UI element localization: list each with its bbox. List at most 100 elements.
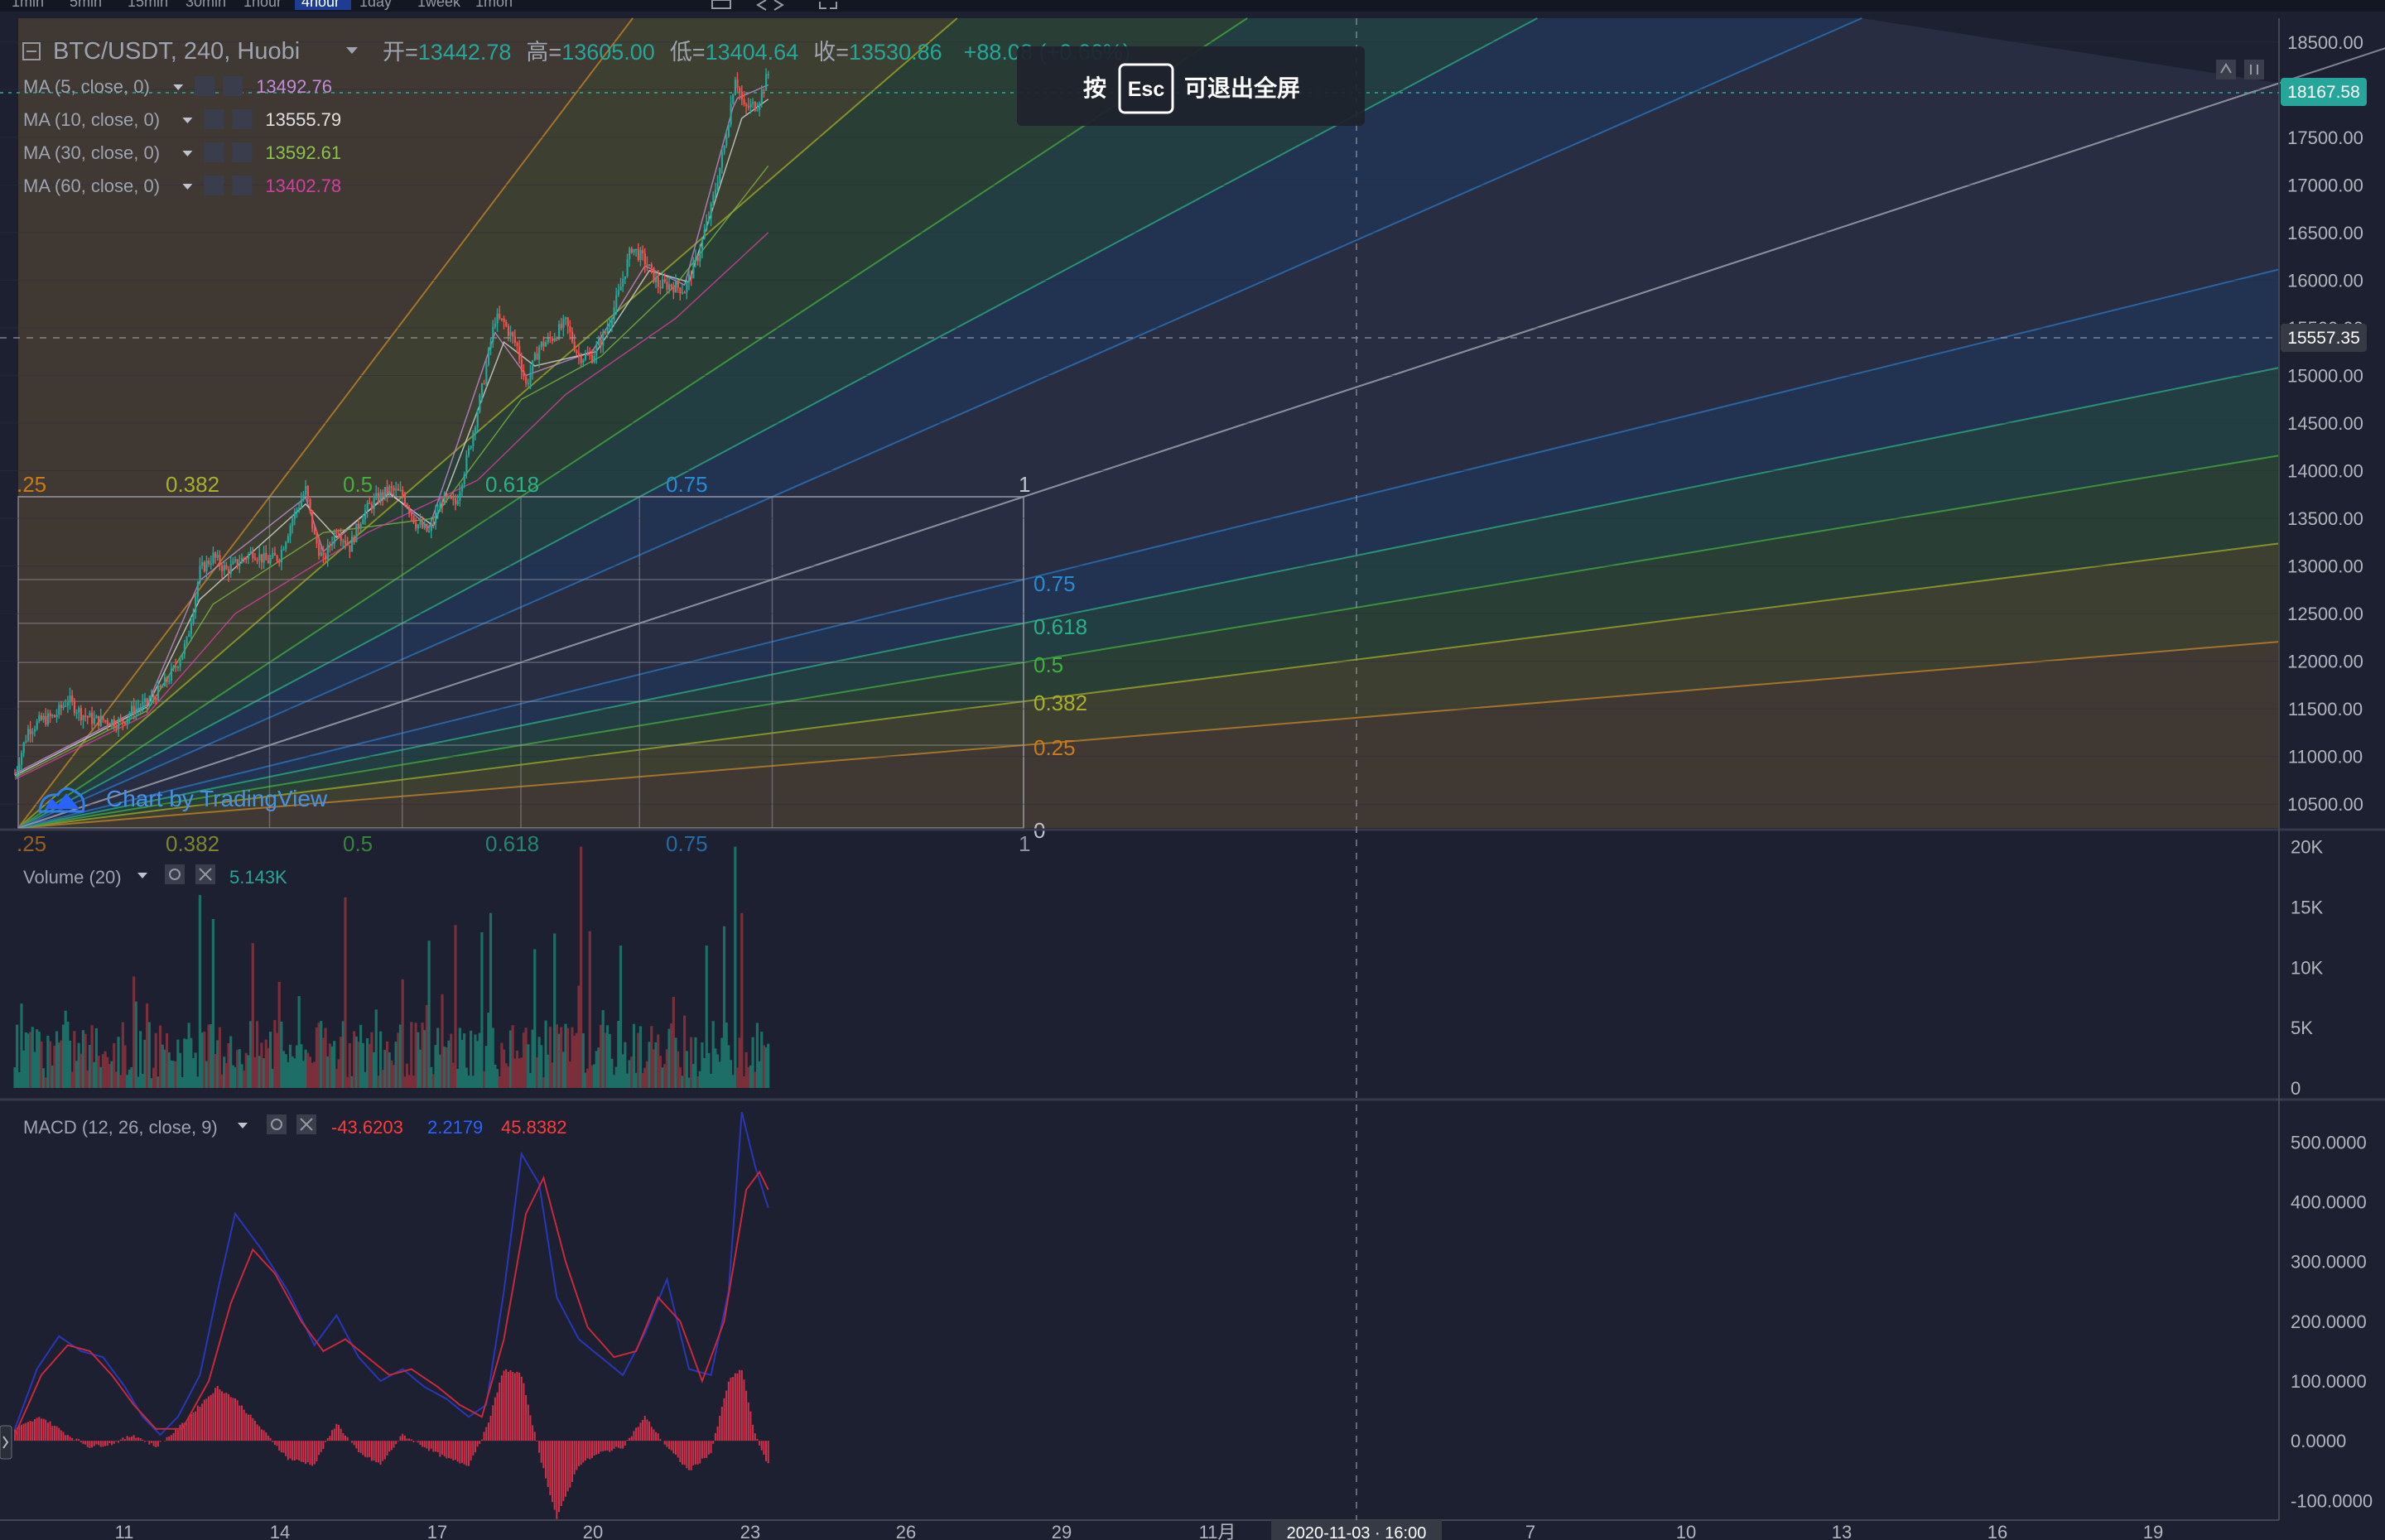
ma-line-MA60 [14,232,769,780]
volume-bar [260,1042,263,1088]
interval-30min[interactable]: 30min [186,0,226,10]
candle-body [615,295,618,308]
candle-body [379,492,382,503]
volume-bar [727,1045,730,1088]
collapse-legend-icon[interactable] [22,42,41,60]
macd-label[interactable]: MACD (12, 26, close, 9) [23,1117,218,1138]
interval-1day[interactable]: 1day [359,0,392,10]
watermark-text[interactable]: Chart by TradingView [106,786,328,811]
volume-bar [236,1050,239,1088]
fib-top-label: 1 [1019,472,1030,497]
volume-bar [718,1061,721,1088]
candle-body [102,715,104,721]
candle-body [426,523,428,532]
expand-sidebar-icon[interactable] [0,1425,12,1460]
volume-bar [51,1065,54,1088]
interval-1mon[interactable]: 1mon [475,0,513,10]
macd-remove-icon[interactable] [296,1114,316,1134]
ma-remove-icon[interactable] [232,109,253,129]
macd-legend: MACD (12, 26, close, 9) -43.6203 2.2179 … [23,1114,567,1138]
ma-settings-icon[interactable] [204,142,224,162]
volume-bar [178,1052,182,1088]
macd-dropdown-icon[interactable] [238,1123,248,1129]
volume-bar [211,919,214,1088]
volume-bar [304,1049,307,1088]
interval-5min[interactable]: 5min [70,0,102,10]
candle-body [507,325,510,336]
ma-remove-icon[interactable] [232,176,253,195]
volume-bar [123,1045,127,1088]
candle-body [14,773,17,775]
macd-settings-icon[interactable] [267,1114,287,1134]
volume-dropdown-icon[interactable] [137,873,147,878]
macd-signal-value: 2.2179 [427,1117,483,1138]
candle-body [646,264,648,267]
symbol-title[interactable]: BTC/USDT, 240, Huobi [53,38,300,65]
high-label: 高= [526,40,561,65]
price-axis[interactable]: 10500.00 11000.00 11500.00 12000.00 12500.00… [2287,32,2373,1512]
interval-1week[interactable]: 1week [417,0,461,10]
candle-body [706,220,708,231]
volume-bar [654,1042,658,1088]
volume-bar [595,1051,598,1088]
ma-dropdown-icon[interactable] [182,151,193,156]
ma-legend-label[interactable]: MA (60, close, 0) [23,176,160,196]
candle-body [538,347,541,360]
candle-body [754,102,756,111]
candle-body [53,715,56,718]
candle-body [716,182,719,190]
volume-bar [553,933,556,1088]
volume-bar [465,1067,468,1088]
volume-bar [412,1076,416,1088]
candle-body [637,248,639,261]
ma-settings-icon[interactable] [204,176,224,195]
volume-bar [645,1061,649,1088]
interval-15min[interactable]: 15min [128,0,168,10]
candle-body [597,339,600,346]
ma-dropdown-icon[interactable] [173,84,184,90]
ma-legend-label[interactable]: MA (5, close, 0) [23,76,150,97]
pane-maximize-icon[interactable] [2244,60,2264,79]
interval-1hour[interactable]: 1hour [243,0,282,10]
fullscreen-icon[interactable] [819,2,837,9]
ma-legend-label[interactable]: MA (30, close, 0) [23,142,160,163]
volume-bar [249,1021,253,1088]
indicators-icon[interactable] [711,0,731,9]
crosshair-time-tag: 2020-11-03 · 16:00 [1271,1520,1442,1540]
candle-body [201,562,204,566]
ma-dropdown-icon[interactable] [182,118,193,123]
candle-body [316,534,318,544]
candle-body [525,377,528,384]
tradingview-watermark[interactable]: Chart by TradingView [38,786,328,813]
ma-remove-icon[interactable] [223,76,243,96]
pane-up-icon[interactable] [2216,60,2236,79]
time-tick-label: 23 [740,1522,760,1540]
candle-body [467,448,470,455]
close-label: 收= [813,40,849,65]
time-axis[interactable]: 1114172023262911月4710131619 [115,1522,2164,1540]
ma-remove-icon[interactable] [232,142,253,162]
volume-bar [70,1071,74,1088]
candle-body [349,545,351,552]
symbol-dropdown-icon[interactable] [346,47,358,54]
candle-body [157,686,160,701]
volume-bar [740,912,744,1088]
volume-bar [328,1043,331,1088]
ma-settings-icon[interactable] [204,109,224,129]
ma-dropdown-icon[interactable] [182,184,193,190]
ma-settings-icon[interactable] [195,76,215,96]
candle-body [245,558,248,561]
volume-bar [61,1024,65,1088]
interval-1min[interactable]: 1min [12,0,44,10]
volume-bar [548,1027,552,1088]
interval-4hour[interactable]: 4hour [301,0,340,10]
volume-label[interactable]: Volume (20) [23,867,122,888]
compare-icon[interactable] [756,0,784,11]
fib-top-label: 0.75 [666,472,708,497]
volume-settings-icon[interactable] [165,864,185,884]
volume-remove-icon[interactable] [195,864,215,884]
candle-body [253,558,257,561]
volume-bar [128,1069,131,1088]
ma-legend-label[interactable]: MA (10, close, 0) [23,109,160,130]
